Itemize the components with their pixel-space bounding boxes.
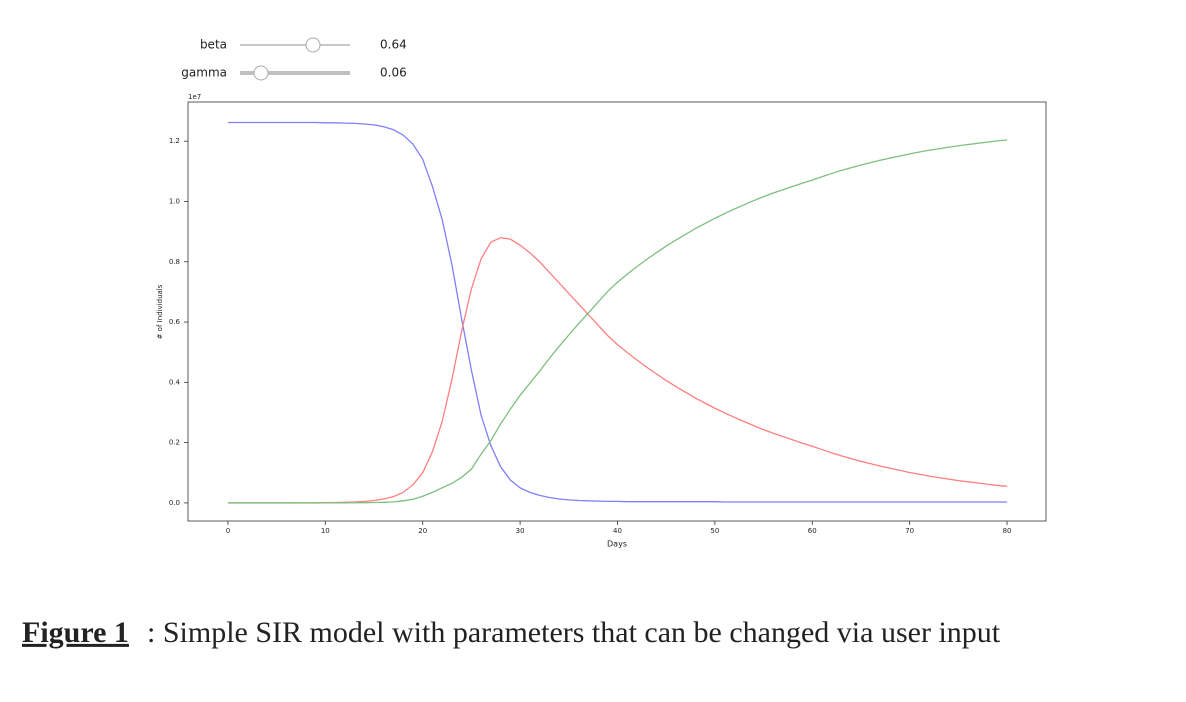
x-tick-label: 40 xyxy=(613,527,622,535)
x-tick-label: 10 xyxy=(321,527,330,535)
plot-frame xyxy=(187,101,1047,522)
slider-knob[interactable] xyxy=(253,65,269,81)
y-tick-label: 0.6 xyxy=(169,318,181,326)
x-tick-label: 0 xyxy=(226,527,230,535)
caption-text: : Simple SIR model with parameters that … xyxy=(147,616,1001,649)
slider-value: 0.06 xyxy=(380,66,407,80)
y-axis-label: # of Individuals xyxy=(156,284,164,339)
x-tick-label: 50 xyxy=(710,527,719,535)
series-line xyxy=(227,139,1008,504)
x-tick-label: 20 xyxy=(418,527,427,535)
series-line xyxy=(227,236,1008,504)
y-tick-label: 0.4 xyxy=(169,378,181,386)
y-tick-label: 1.0 xyxy=(169,197,180,205)
y-tick-label: 0.8 xyxy=(169,258,180,266)
x-tick-label: 30 xyxy=(516,527,525,535)
x-tick-label: 70 xyxy=(905,527,914,535)
y-tick-label: 0.0 xyxy=(169,499,180,507)
offset-label: 1e7 xyxy=(188,93,201,101)
y-tick-label: 0.2 xyxy=(169,439,180,447)
caption-label: Figure 1 xyxy=(22,616,129,649)
y-tick-label: 1.2 xyxy=(169,137,180,145)
slider-value: 0.64 xyxy=(380,38,407,52)
slider-label: beta xyxy=(200,38,227,52)
x-axis-label: Days xyxy=(607,540,627,549)
x-tick-label: 80 xyxy=(1003,527,1012,535)
slider-label: gamma xyxy=(181,66,227,80)
slider-knob[interactable] xyxy=(305,37,321,53)
series-line xyxy=(227,121,1008,503)
x-tick-label: 60 xyxy=(808,527,817,535)
